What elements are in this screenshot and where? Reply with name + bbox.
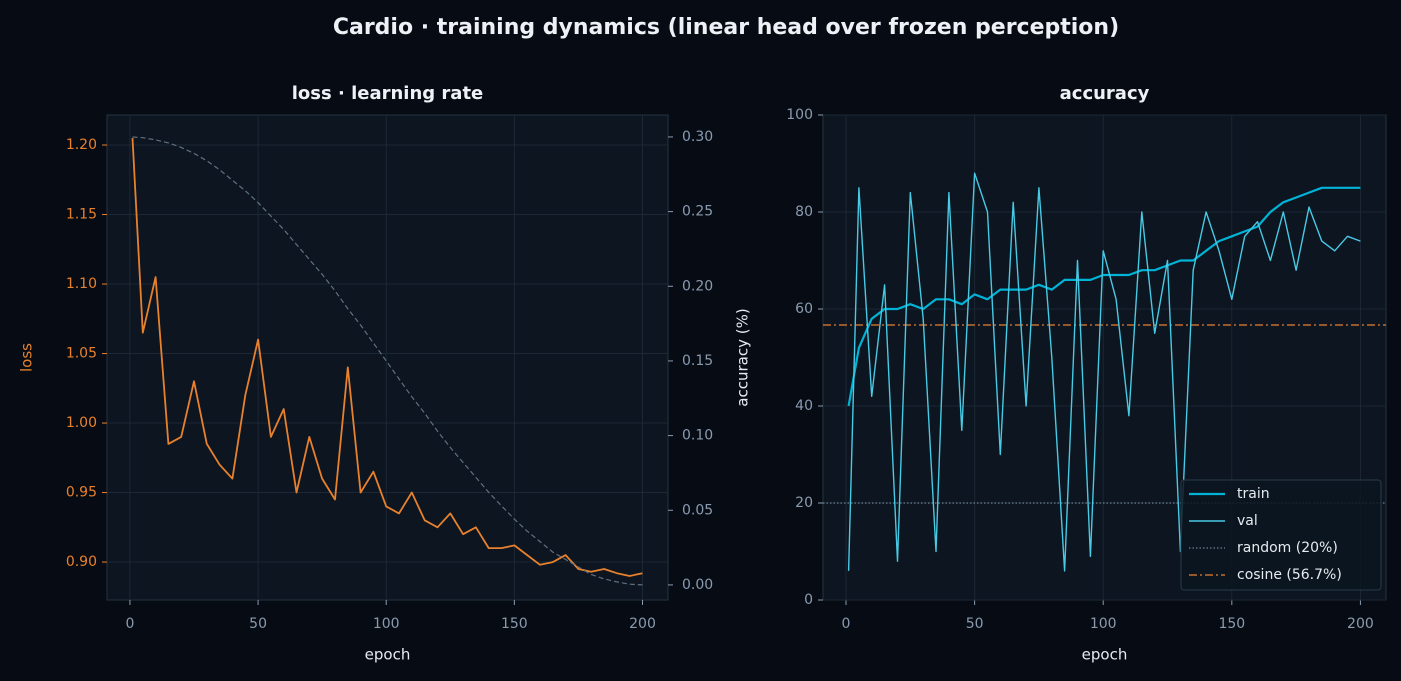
legend-box (1180, 479, 1382, 591)
y-tick-label: 60 (795, 301, 813, 317)
y2-tick-label: 0.30 (682, 129, 713, 145)
y-tick-label: 0.95 (66, 485, 97, 501)
y2-tick-label: 0.15 (682, 353, 713, 369)
y-tick-label: 40 (795, 398, 813, 414)
y-tick-label: 0.90 (66, 554, 97, 570)
y-axis-label: accuracy (%) (734, 308, 752, 406)
x-tick-label: 50 (249, 616, 267, 632)
x-tick-label: 150 (1218, 616, 1245, 632)
series-line (847, 186, 1361, 407)
y-tick-label: 20 (795, 495, 813, 511)
x-tick-label: 150 (501, 616, 528, 632)
y2-tick-label: 0.10 (682, 428, 713, 444)
x-axis-label: epoch (1082, 646, 1128, 664)
legend-label: val (1237, 513, 1258, 529)
chart-title: loss · learning rate (292, 83, 484, 104)
y2-tick-label: 0.05 (682, 502, 713, 518)
y2-tick-label: 0.00 (682, 577, 713, 593)
y-tick-label: 100 (786, 107, 813, 123)
y-axis-label: loss (18, 343, 36, 372)
legend-label: cosine (56.7%) (1237, 567, 1342, 583)
x-tick-label: 100 (1090, 616, 1117, 632)
y-tick-label: 1.05 (66, 346, 97, 362)
y2-tick-label: 0.25 (682, 204, 713, 220)
x-tick-label: 100 (373, 616, 400, 632)
legend-label: train (1237, 486, 1270, 502)
y-tick-label: 80 (795, 204, 813, 220)
y-tick-label: 1.10 (66, 276, 97, 292)
y-tick-label: 1.20 (66, 137, 97, 153)
x-tick-label: 200 (629, 616, 656, 632)
chart-title: accuracy (1060, 83, 1150, 104)
figure-title: Cardio · training dynamics (linear head … (333, 15, 1119, 40)
x-tick-label: 200 (1347, 616, 1374, 632)
series-line (131, 138, 643, 577)
series-line (847, 172, 1361, 572)
y-tick-label: 1.15 (66, 207, 97, 223)
plot-area (106, 114, 669, 601)
y-tick-label: 1.00 (66, 415, 97, 431)
x-tick-label: 0 (842, 616, 851, 632)
x-tick-label: 0 (125, 616, 134, 632)
y-tick-label: 0 (804, 592, 813, 608)
x-tick-label: 50 (966, 616, 984, 632)
x-axis-label: epoch (365, 646, 411, 664)
legend-label: random (20%) (1237, 540, 1338, 556)
series-line (132, 136, 643, 586)
y2-tick-label: 0.20 (682, 278, 713, 294)
